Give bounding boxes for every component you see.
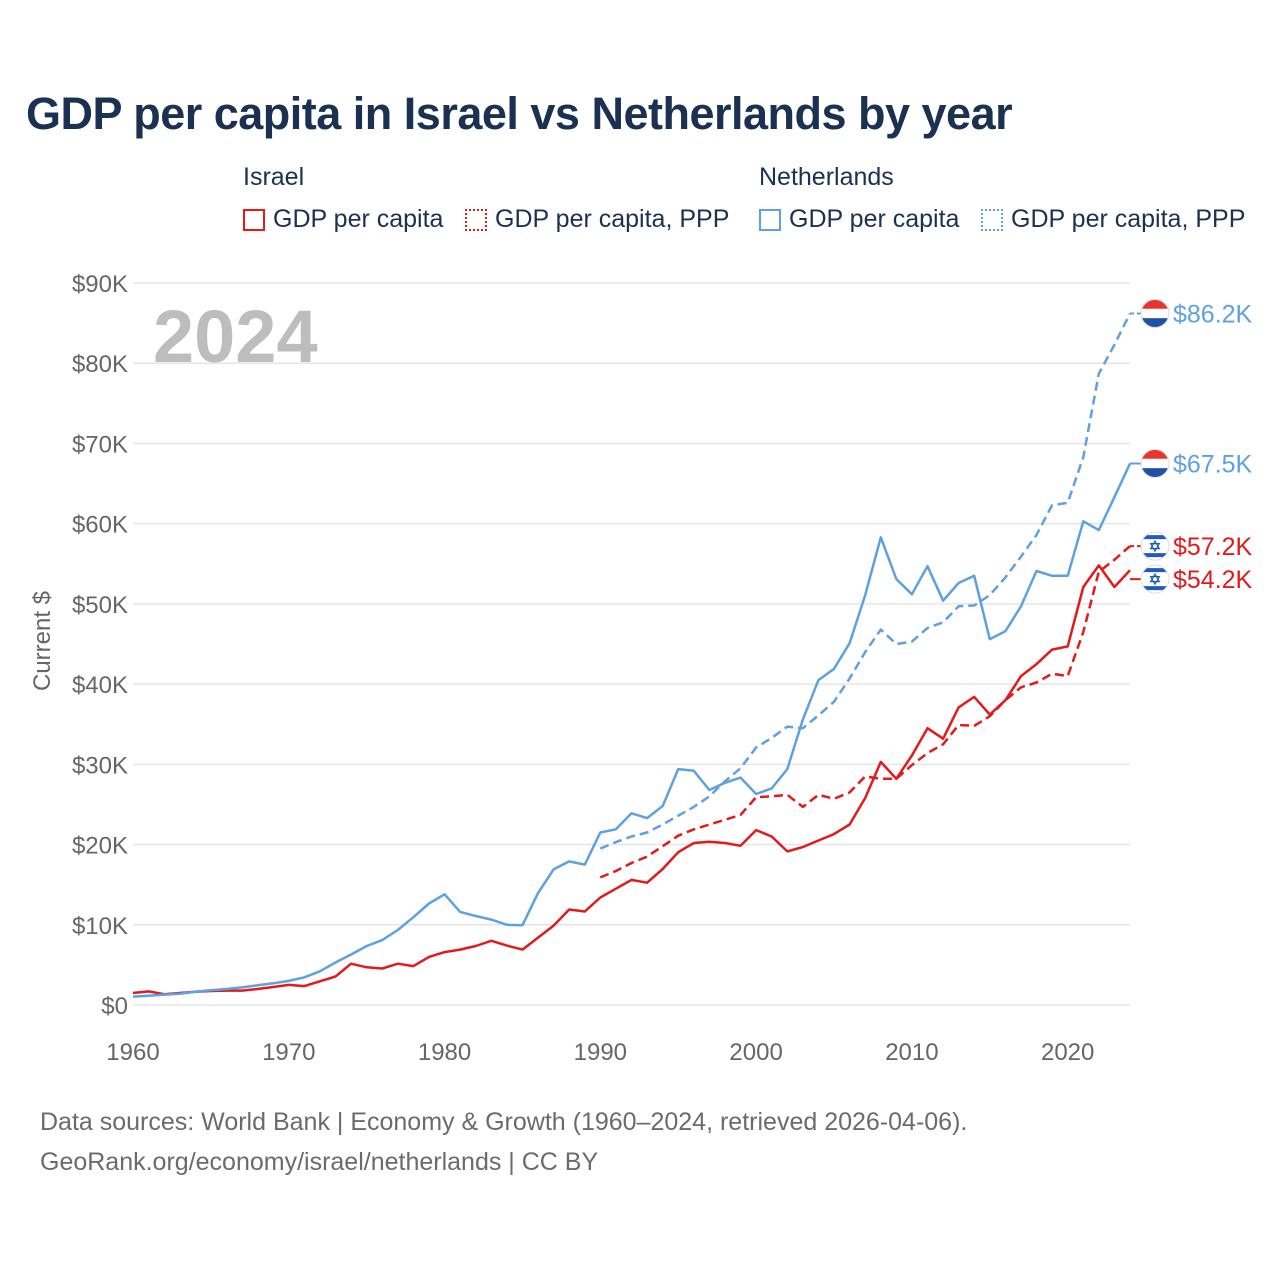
legend-label: GDP per capita — [273, 205, 444, 233]
x-tick-label: 1980 — [418, 1039, 471, 1066]
legend-label: GDP per capita, PPP — [1011, 205, 1246, 233]
end-value-label: $57.2K — [1173, 533, 1253, 561]
chart-title: GDP per capita in Israel vs Netherlands … — [26, 88, 1013, 139]
series-line-netherlands-gdp-per-capita-ppp — [599, 312, 1132, 850]
legend-israel-gdp[interactable]: GDP per capita — [243, 205, 443, 234]
series-line-israel-gdp-per-capita — [132, 564, 1131, 996]
legend-group-netherlands: Netherlands — [759, 163, 894, 191]
x-tick-label: 2000 — [729, 1039, 782, 1066]
legend-swatch-dotted-red — [465, 208, 487, 231]
end-value-label: $54.2K — [1173, 566, 1253, 594]
x-tick-label: 1960 — [106, 1039, 159, 1066]
legend-netherlands-gdp[interactable]: GDP per capita — [759, 205, 959, 234]
legend-swatch-solid-blue — [759, 208, 781, 231]
israel-flag-icon — [1140, 531, 1170, 561]
legend-label: GDP per capita — [789, 205, 960, 233]
x-tick-label: 2020 — [1041, 1039, 1094, 1066]
legend-netherlands-gdp-ppp[interactable]: GDP per capita, PPP — [981, 205, 1245, 234]
series-line-netherlands-gdp-per-capita — [132, 462, 1132, 998]
year-label: 2024 — [153, 295, 318, 378]
x-tick-label: 1990 — [574, 1039, 627, 1066]
x-tick-label: 2010 — [885, 1039, 938, 1066]
y-tick-label: $30K — [72, 752, 128, 779]
y-tick-label: $70K — [72, 431, 128, 458]
legend-group-israel: Israel — [243, 163, 305, 191]
y-tick-label: $10K — [72, 913, 128, 940]
netherlands-flag-icon — [1140, 298, 1170, 328]
y-tick-label: $0 — [101, 993, 128, 1020]
footer-sources: Data sources: World Bank | Economy & Gro… — [40, 1108, 968, 1136]
series-line-israel-gdp-per-capita-ppp — [599, 545, 1131, 879]
end-value-label: $86.2K — [1173, 300, 1253, 328]
y-tick-label: $60K — [72, 512, 128, 539]
legend-label: GDP per capita, PPP — [495, 205, 730, 233]
footer-attribution: GeoRank.org/economy/israel/netherlands |… — [40, 1148, 599, 1176]
netherlands-flag-icon — [1140, 449, 1170, 478]
legend-swatch-dotted-blue — [981, 208, 1003, 231]
y-axis-label: Current $ — [29, 591, 56, 691]
y-tick-label: $40K — [72, 672, 128, 699]
legend-israel-gdp-ppp[interactable]: GDP per capita, PPP — [465, 205, 729, 234]
y-tick-label: $80K — [72, 351, 128, 378]
israel-flag-icon — [1140, 564, 1170, 594]
legend-swatch-solid-red — [243, 208, 265, 231]
x-tick-label: 1970 — [262, 1039, 315, 1066]
line-chart: $0 $10K $20K $30K $40K $50K $60K $70K $80K $90K 1… — [29, 271, 1253, 1066]
y-tick-label: $50K — [72, 592, 128, 619]
y-tick-label: $90K — [72, 271, 128, 298]
y-tick-label: $20K — [72, 833, 128, 860]
end-value-label: $67.5K — [1173, 451, 1253, 479]
